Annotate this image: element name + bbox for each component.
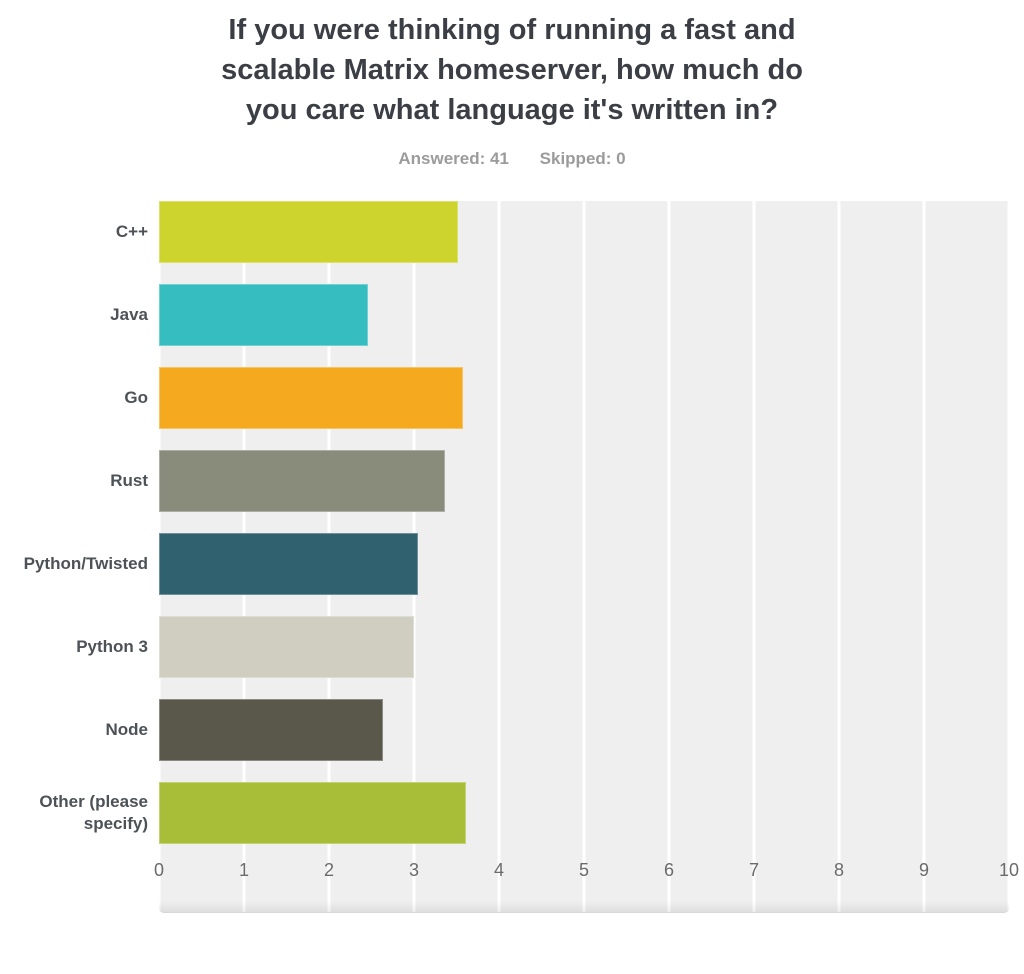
bar-track: [159, 782, 1009, 844]
bar: [159, 616, 414, 678]
x-axis: 0 1 2 3 4 5 6 7 8 9 10: [154, 859, 1019, 881]
bar-row: Python 3: [0, 616, 1009, 678]
chart-title-line-3: you care what language it's written in?: [245, 94, 779, 126]
bar: [159, 201, 459, 263]
x-tick-label: 6: [663, 860, 675, 880]
chart-title-line-1: If you were thinking of running a fast a…: [228, 14, 796, 46]
gridline-x-10: [1007, 201, 1011, 913]
skipped-count: Skipped: 0: [539, 149, 626, 168]
response-stats: Answered: 41 Skipped: 0: [0, 148, 1024, 170]
bar-chart: C++ Java Go Rust Python/Twisted Python 3 Node O…: [0, 201, 1019, 913]
x-tick-label: 3: [408, 860, 420, 880]
x-tick-label: 8: [833, 860, 845, 880]
bar: [159, 699, 384, 761]
category-label: Python 3: [76, 637, 148, 656]
chart-title: If you were thinking of running a fast a…: [0, 10, 1024, 130]
bar-rows: C++ Java Go Rust Python/Twisted Python 3 Node O…: [0, 201, 1009, 844]
bar-row: Python/Twisted: [0, 533, 1009, 595]
category-label: Node: [105, 720, 149, 739]
bar: [159, 284, 369, 346]
x-tick-label: 2: [323, 860, 335, 880]
gridline-x-5: [582, 201, 586, 913]
bar-row: Rust: [0, 450, 1009, 512]
gridline-x-8: [837, 201, 841, 913]
bar: [159, 450, 445, 512]
x-tick-label: 7: [748, 860, 760, 880]
bar-row: Other (please specify): [0, 782, 1009, 844]
gridline-x-7: [752, 201, 756, 913]
bar: [159, 533, 419, 595]
x-tick-label: 0: [153, 860, 165, 880]
x-tick-label: 10: [998, 860, 1020, 880]
x-tick-label: 9: [918, 860, 930, 880]
category-label: Python/Twisted: [23, 554, 148, 573]
x-tick-label: 5: [578, 860, 590, 880]
bar-track: [159, 699, 1009, 761]
bar-track: [159, 616, 1009, 678]
chart-title-line-2: scalable Matrix homeserver, how much do: [221, 54, 803, 86]
bar: [159, 367, 464, 429]
bar: [159, 782, 466, 844]
category-label: Java: [110, 305, 148, 324]
category-label: Rust: [110, 471, 148, 490]
bar-row: Go: [0, 367, 1009, 429]
answered-count: Answered: 41: [398, 149, 509, 168]
bar-track: [159, 367, 1009, 429]
bar-track: [159, 533, 1009, 595]
bar-row: Node: [0, 699, 1009, 761]
plot-bottom-edge: [159, 901, 1009, 913]
bar-row: Java: [0, 284, 1009, 346]
bar-track: [159, 284, 1009, 346]
x-tick-label: 4: [493, 860, 505, 880]
bar-row: C++: [0, 201, 1009, 263]
gridline-x-9: [922, 201, 926, 913]
gridline-x-4: [497, 201, 501, 913]
category-label: C++: [115, 222, 148, 241]
gridline-x-6: [667, 201, 671, 913]
category-label: Other (please specify): [39, 792, 148, 833]
bar-track: [159, 450, 1009, 512]
x-tick-label: 1: [238, 860, 250, 880]
bar-track: [159, 201, 1009, 263]
category-label: Go: [124, 388, 148, 407]
